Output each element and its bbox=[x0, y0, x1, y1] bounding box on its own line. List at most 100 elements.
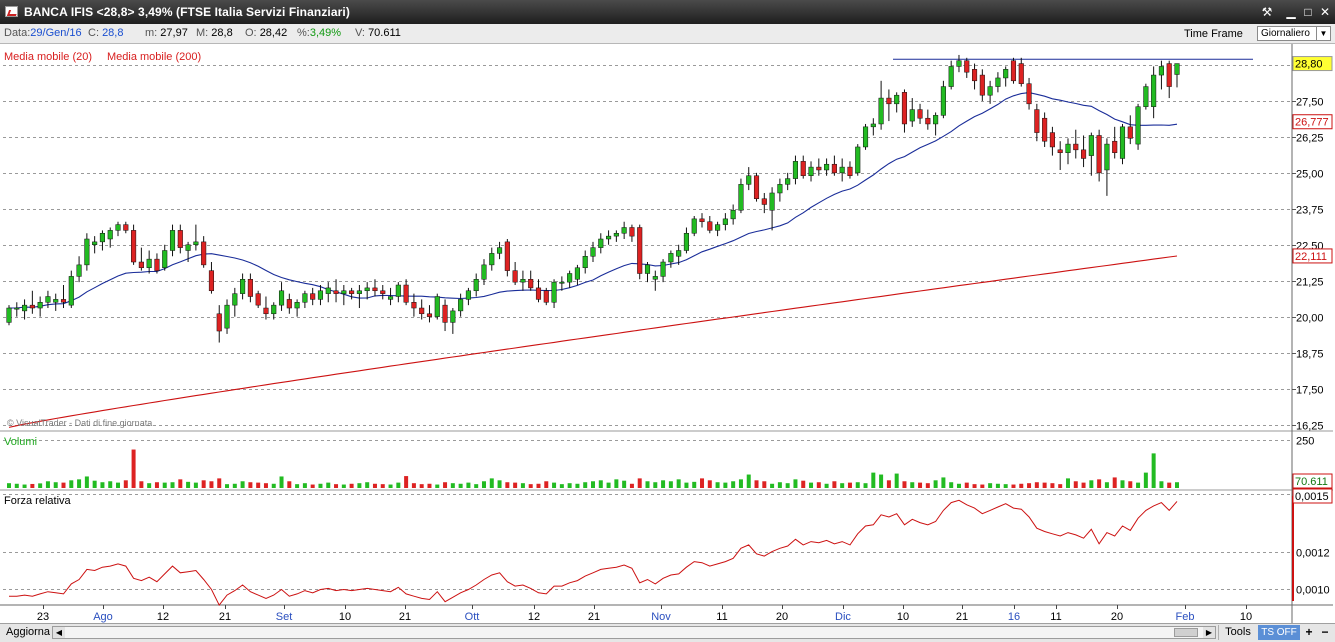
volume-bar bbox=[847, 482, 852, 488]
volume-bar bbox=[497, 480, 502, 488]
candle-up bbox=[232, 293, 238, 306]
volume-bar bbox=[489, 478, 494, 488]
last-price-badge-text: 28,80 bbox=[1295, 59, 1323, 71]
candle-up bbox=[582, 256, 588, 269]
candle-up bbox=[497, 247, 503, 254]
volume-bar bbox=[513, 482, 518, 488]
candle-up bbox=[777, 184, 783, 194]
timeframe-select[interactable]: Giornaliero ▼ bbox=[1257, 26, 1331, 41]
candle-down bbox=[403, 284, 409, 303]
x-tick-label: 10 bbox=[897, 611, 909, 623]
volume-bar bbox=[279, 476, 284, 488]
candle-down bbox=[60, 299, 67, 303]
scroll-left-icon[interactable]: ◀ bbox=[53, 627, 65, 638]
volume-bar bbox=[801, 480, 806, 488]
candle-up bbox=[395, 284, 401, 297]
chevron-down-icon[interactable]: ▼ bbox=[1316, 27, 1330, 40]
volume-bar bbox=[925, 483, 930, 488]
zoom-out-button[interactable]: − bbox=[1321, 625, 1329, 639]
volume-bar bbox=[1143, 472, 1148, 488]
volume-bar bbox=[100, 482, 105, 488]
candle-up bbox=[473, 279, 479, 292]
volume-bar bbox=[474, 484, 479, 488]
x-tick-label: 21 bbox=[399, 611, 411, 623]
candle-down bbox=[800, 161, 806, 176]
volume-bar bbox=[380, 484, 385, 488]
volume-bar bbox=[964, 482, 969, 488]
x-tick-label: Ott bbox=[465, 611, 480, 623]
settings-wrench-icon[interactable]: ⚒ bbox=[1261, 5, 1273, 19]
candle-down bbox=[637, 227, 643, 274]
volume-bar bbox=[536, 483, 541, 488]
volume-bar bbox=[668, 481, 673, 488]
candle-up bbox=[169, 230, 176, 251]
candle-down bbox=[753, 175, 760, 199]
candle-down bbox=[1042, 117, 1048, 142]
minimize-icon[interactable]: ▁ bbox=[1286, 5, 1296, 19]
horizontal-scrollbar[interactable]: ◀ ▶ bbox=[52, 626, 1216, 639]
volume-bar bbox=[988, 483, 993, 488]
candle-up bbox=[489, 253, 495, 266]
volume-bar bbox=[980, 484, 985, 488]
legend-ma200: Media mobile (200) bbox=[107, 51, 201, 63]
candle-down bbox=[131, 230, 137, 263]
refresh-button[interactable]: Aggiorna bbox=[6, 626, 51, 638]
price-tick-label: 20,00 bbox=[1296, 313, 1324, 325]
scroll-right-icon[interactable]: ▶ bbox=[1203, 627, 1215, 638]
close-icon[interactable]: ✕ bbox=[1319, 5, 1331, 19]
candle-up bbox=[824, 163, 830, 171]
volume-bar bbox=[225, 484, 230, 488]
volume-bar bbox=[559, 484, 564, 488]
volume-bar bbox=[762, 481, 767, 488]
volume-bar bbox=[162, 482, 167, 488]
price-tick-label: 17,50 bbox=[1296, 385, 1324, 397]
volume-bar bbox=[450, 483, 455, 488]
candle-up bbox=[1151, 74, 1157, 107]
candle-up bbox=[84, 238, 90, 266]
volume-bar bbox=[879, 474, 884, 488]
candle-up bbox=[434, 296, 440, 317]
candle-up bbox=[14, 307, 20, 310]
chart-area[interactable]: 16,2517,5018,7520,0021,2522,5023,7525,00… bbox=[0, 44, 1335, 623]
volume-bar bbox=[886, 480, 891, 488]
volume-bar bbox=[793, 479, 798, 488]
price-tick-label: 26,25 bbox=[1296, 133, 1324, 145]
maximize-icon[interactable]: □ bbox=[1304, 5, 1312, 19]
volume-bar bbox=[1120, 480, 1125, 488]
volume-bar bbox=[1003, 484, 1008, 488]
candle-up bbox=[559, 281, 565, 284]
candle-up bbox=[185, 244, 191, 251]
volume-bar bbox=[731, 481, 736, 488]
volume-bar bbox=[1175, 482, 1179, 488]
candle-down bbox=[263, 307, 269, 315]
volume-bar bbox=[154, 482, 159, 488]
candle-up bbox=[933, 115, 939, 125]
date-value: 29/Gen/16 bbox=[30, 27, 82, 39]
candle-up bbox=[839, 166, 845, 174]
timeframe-value: Giornaliero bbox=[1261, 28, 1310, 39]
candle-down bbox=[629, 227, 635, 237]
volume-bar bbox=[575, 483, 580, 488]
volume-bar bbox=[591, 481, 595, 488]
volume-bar bbox=[544, 481, 549, 488]
volume-bar bbox=[1034, 482, 1039, 488]
volume-bar bbox=[334, 484, 339, 488]
zoom-in-button[interactable]: + bbox=[1305, 625, 1313, 639]
price-tick-label: 18,75 bbox=[1296, 349, 1324, 361]
tools-button[interactable]: Tools bbox=[1218, 625, 1257, 640]
price-tick-label: 27,50 bbox=[1296, 97, 1324, 109]
volume-bar bbox=[186, 481, 191, 488]
candle-down bbox=[216, 313, 222, 332]
candle-up bbox=[68, 276, 74, 306]
volume-bar bbox=[816, 482, 821, 488]
volume-bar bbox=[209, 481, 214, 488]
volume-bar bbox=[84, 476, 89, 488]
volume-bar bbox=[193, 482, 198, 488]
x-tick-label: 21 bbox=[588, 611, 600, 623]
watermark-text: © VisualTrader - Dati di fine giornata bbox=[7, 418, 152, 428]
candle-up bbox=[1119, 126, 1126, 159]
scroll-thumb[interactable] bbox=[1174, 628, 1198, 637]
x-tick-label: Nov bbox=[651, 611, 671, 623]
ts-off-button[interactable]: TS OFF bbox=[1258, 625, 1300, 640]
volume-bar bbox=[622, 480, 627, 488]
